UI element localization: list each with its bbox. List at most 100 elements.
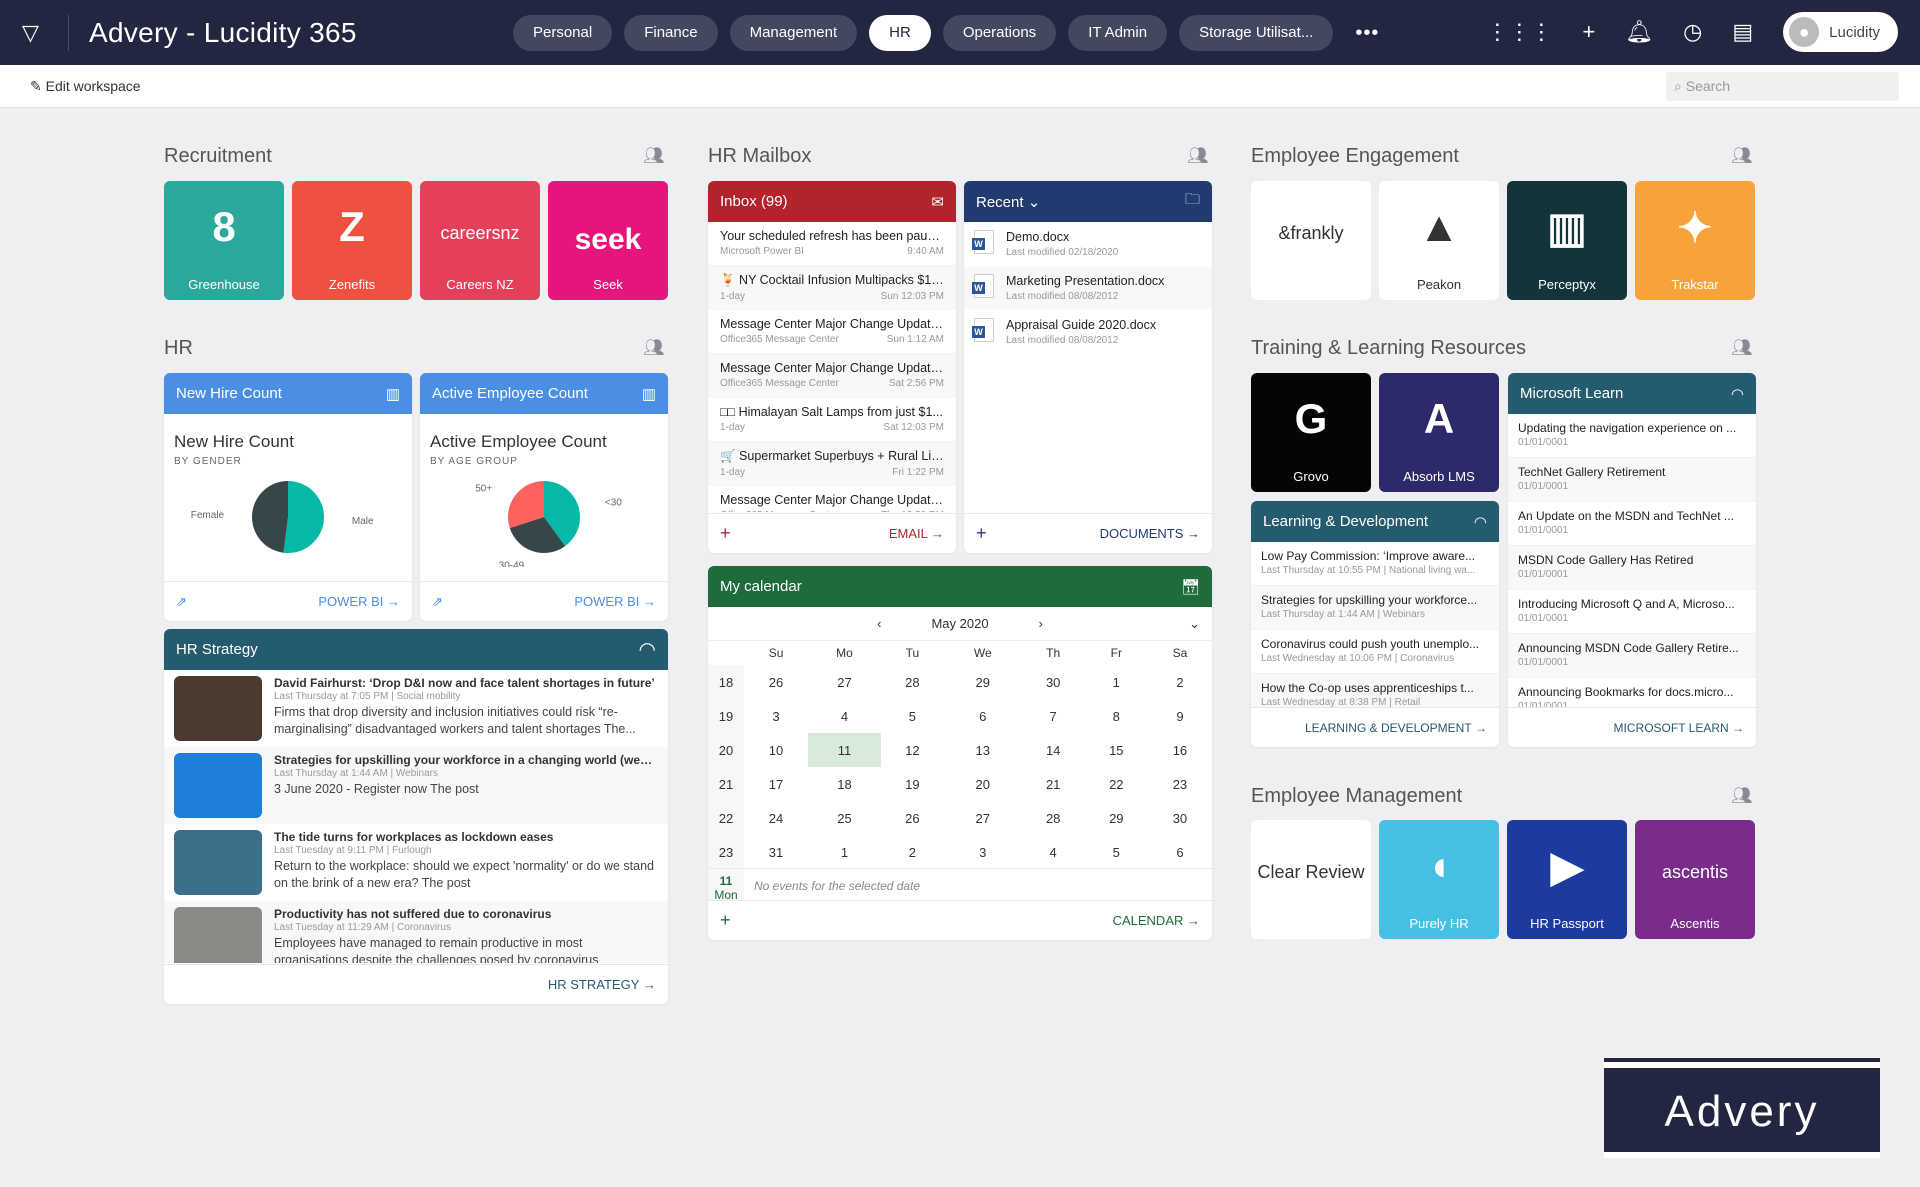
open-external-icon[interactable]: ⇗ [432, 593, 443, 609]
app-tile-grovo[interactable]: G Grovo [1251, 373, 1371, 492]
feed-item[interactable]: An Update on the MSDN and TechNet ... 01/… [1508, 502, 1756, 546]
pie-slice-<30[interactable] [544, 481, 580, 547]
people-icon[interactable]: 👥︎ [1731, 338, 1753, 357]
recent-header[interactable]: Recent ⌄ 🗀 [964, 181, 1212, 222]
next-month-button[interactable]: › [1038, 616, 1043, 631]
feed-item[interactable]: MSDN Code Gallery Has Retired 01/01/0001 [1508, 546, 1756, 590]
people-icon[interactable]: 👥︎ [1187, 146, 1209, 165]
calendar-link[interactable]: CALENDAR → [1112, 913, 1200, 928]
app-tile--frankly[interactable]: &frankly [1251, 181, 1371, 300]
feed-item[interactable]: Coronavirus could push youth unemplo... L… [1251, 630, 1499, 674]
app-tile-perceptyx[interactable]: ▥ Perceptyx [1507, 181, 1627, 300]
app-tile-greenhouse[interactable]: 8 Greenhouse [164, 181, 284, 300]
feed-item[interactable]: Low Pay Commission: ‘Improve aware... Las… [1251, 542, 1499, 586]
email-item[interactable]: 🛒 Supermarket Superbuys + Rural Liv... 1-… [708, 442, 956, 486]
contacts-icon[interactable]: ▤ [1732, 19, 1754, 44]
powerbi-icon[interactable]: ▥ [641, 385, 656, 403]
app-tile-absorb-lms[interactable]: A Absorb LMS [1379, 373, 1499, 492]
calendar-day[interactable]: 23 [1172, 776, 1188, 792]
powerbi-link[interactable]: POWER BI → [574, 594, 656, 609]
app-tile-peakon[interactable]: ▲ Peakon [1379, 181, 1499, 300]
people-icon[interactable]: 👥︎ [1731, 146, 1753, 165]
pie-slice-30-49[interactable] [509, 517, 566, 553]
calendar-day[interactable]: 4 [840, 708, 849, 724]
app-tile-clear-review[interactable]: Clear Review [1251, 820, 1371, 939]
calendar-day[interactable]: 28 [1045, 810, 1061, 826]
tab-operations[interactable]: Operations [942, 15, 1057, 51]
calendar-day[interactable]: 30 [1172, 810, 1188, 826]
rss-icon[interactable]: ◠ [1730, 385, 1744, 403]
hr-strategy-link[interactable]: HR STRATEGY → [164, 964, 668, 1004]
calendar-day[interactable]: 12 [905, 742, 920, 758]
calendar-day[interactable]: 2 [908, 844, 916, 860]
document-item[interactable]: W Appraisal Guide 2020.docx Last modified … [964, 310, 1212, 354]
chevron-down-icon[interactable]: ⌄ [1189, 615, 1200, 631]
clock-icon[interactable]: ◷ [1683, 19, 1703, 44]
tab-management[interactable]: Management [729, 15, 858, 51]
calendar-day[interactable]: 11 [808, 733, 881, 767]
calendar-day[interactable]: 1 [1112, 674, 1120, 690]
rss-icon[interactable]: ◠ [1473, 513, 1487, 531]
search-input[interactable]: ⌕ Search [1666, 72, 1899, 101]
calendar-day[interactable]: 9 [1176, 708, 1184, 724]
app-tile-zenefits[interactable]: Z Zenefits [292, 181, 412, 300]
tab-storage-utilisat-[interactable]: Storage Utilisat... [1179, 15, 1334, 51]
people-icon[interactable]: 👥︎ [643, 338, 665, 357]
app-tile-hr-passport[interactable]: ▶ HR Passport [1507, 820, 1627, 939]
calendar-day[interactable]: 16 [1172, 742, 1188, 758]
calendar-day[interactable]: 21 [1045, 776, 1061, 792]
feed-item[interactable]: Announcing MSDN Code Gallery Retire... 01… [1508, 634, 1756, 678]
app-tile-ascentis[interactable]: ascentis Ascentis [1635, 820, 1755, 939]
calendar-day[interactable]: 5 [1112, 844, 1120, 860]
calendar-day[interactable]: 3 [772, 708, 780, 724]
app-tile-seek[interactable]: seek Seek [548, 181, 668, 300]
calendar-day[interactable]: 10 [768, 742, 784, 758]
calendar-day[interactable]: 3 [979, 844, 987, 860]
feed-item[interactable]: Introducing Microsoft Q and A, Microso..… [1508, 590, 1756, 634]
calendar-day[interactable]: 28 [905, 674, 920, 690]
calendar-day[interactable]: 15 [1109, 742, 1124, 758]
calendar-day[interactable]: 14 [1045, 742, 1061, 758]
calendar-day[interactable]: 26 [768, 674, 784, 690]
calendar-day[interactable]: 8 [1112, 708, 1120, 724]
feed-item[interactable]: Announcing Bookmarks for docs.micro... 01… [1508, 678, 1756, 707]
calendar-day[interactable]: 18 [837, 776, 852, 792]
calendar-day[interactable]: 17 [768, 776, 784, 792]
news-item[interactable]: The tide turns for workplaces as lockdow… [164, 824, 668, 901]
tab-hr[interactable]: HR [869, 15, 931, 51]
email-item[interactable]: Message Center Major Change Update... Off… [708, 310, 956, 354]
mail-icon[interactable]: ✉ [931, 193, 944, 211]
feed-item[interactable]: Strategies for upskilling your workforce… [1251, 586, 1499, 630]
news-item[interactable]: Strategies for upskilling your workforce… [164, 747, 668, 824]
calendar-day[interactable]: 27 [837, 674, 852, 690]
calendar-day[interactable]: 4 [1049, 844, 1057, 860]
app-tile-purely-hr[interactable]: ◖ Purely HR [1379, 820, 1499, 939]
ms-link[interactable]: MICROSOFT LEARN → [1508, 707, 1756, 747]
bell-icon[interactable]: 🔔︎ [1625, 19, 1654, 44]
calendar-day[interactable]: 6 [979, 708, 987, 724]
inbox-header[interactable]: Inbox (99) ✉ [708, 181, 956, 222]
documents-link[interactable]: DOCUMENTS → [1099, 526, 1200, 541]
app-tile-careers-nz[interactable]: careersnz Careers NZ [420, 181, 540, 300]
calendar-day[interactable]: 13 [975, 742, 991, 758]
email-item[interactable]: □□ Himalayan Salt Lamps from just $1... 1… [708, 398, 956, 442]
more-tabs-icon[interactable]: ••• [1355, 22, 1380, 44]
open-external-icon[interactable]: ⇗ [176, 593, 187, 609]
email-item[interactable]: 🍹 NY Cocktail Infusion Multipacks $19...… [708, 266, 956, 310]
edit-workspace-link[interactable]: ✎ Edit workspace [30, 78, 141, 95]
rss-icon[interactable]: ◠ [638, 639, 656, 661]
calendar-day[interactable]: 31 [768, 844, 784, 860]
calendar-day[interactable]: 30 [1045, 674, 1061, 690]
app-tile-trakstar[interactable]: ✦ Trakstar [1635, 181, 1755, 300]
pie-slice-Male[interactable] [283, 481, 324, 553]
powerbi-link[interactable]: POWER BI → [318, 594, 400, 609]
calendar-day[interactable]: 26 [905, 810, 920, 826]
pie-slice-Female[interactable] [251, 481, 288, 553]
ld-link[interactable]: LEARNING & DEVELOPMENT → [1251, 707, 1499, 747]
calendar-day[interactable]: 27 [975, 810, 991, 826]
calendar-day[interactable]: 24 [768, 810, 784, 826]
people-icon[interactable]: 👥︎ [1731, 786, 1753, 805]
calendar-day[interactable]: 5 [908, 708, 916, 724]
email-item[interactable]: Message Center Major Change Update... Off… [708, 486, 956, 512]
calendar-day[interactable]: 20 [975, 776, 991, 792]
